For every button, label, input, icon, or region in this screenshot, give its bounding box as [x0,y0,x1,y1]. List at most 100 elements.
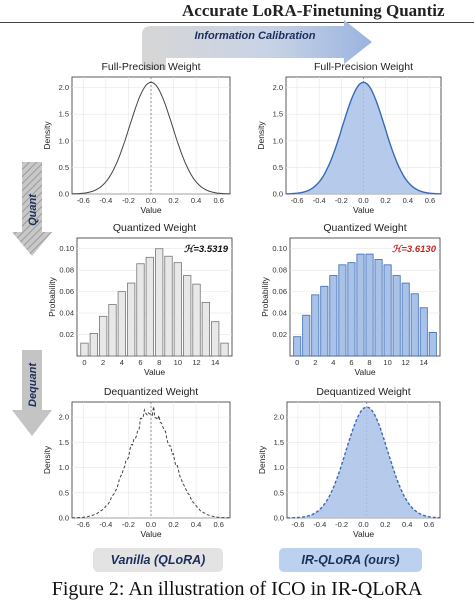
y-axis-label: Density [257,445,267,474]
x-tick-label: -0.6 [77,520,90,529]
y-axis-label: Probability [260,276,270,316]
y-tick-label: 0.0 [59,190,69,199]
y-axis-label: Density [42,121,52,150]
bar [392,275,401,357]
bar [293,336,302,357]
x-tick-label: 0.6 [213,520,223,529]
bar [220,342,229,357]
x-tick-label: -0.2 [122,196,135,205]
y-tick-label: 1.0 [273,136,283,145]
y-tick-label: 0.5 [59,488,69,497]
x-tick-label: -0.2 [335,196,348,205]
header-rule [0,22,474,23]
page-header: Accurate LoRA-Finetuning Quantiz [182,1,445,20]
bar [401,282,410,357]
x-tick-label: 4 [120,358,124,367]
chart-title: Quantized Weight [323,222,406,234]
chart-title: Dequantized Weight [104,386,198,398]
density-curve [285,81,442,195]
bar [356,253,365,357]
y-tick-label: 1.0 [274,463,284,472]
y-axis-label: Density [256,121,266,150]
y-tick-label: 0.10 [59,244,74,253]
bar [183,275,192,357]
vanilla-qlora-badge: Vanilla (QLoRA) [93,548,223,572]
x-tick-label: 0.6 [213,196,223,205]
bar [311,294,320,357]
x-tick-label: 0.0 [358,520,368,529]
bar [192,283,201,357]
bar [89,333,98,357]
figure-caption: Figure 2: An illustration of ICO in IR-Q… [51,578,423,600]
x-tick-label: 12 [401,358,409,367]
bar [211,321,220,357]
bar [117,291,126,357]
bar [365,253,374,357]
plot-frame [76,237,233,357]
x-tick-label: 8 [367,358,371,367]
y-tick-label: 2.0 [59,413,69,422]
y-tick-label: 0.5 [274,488,284,497]
y-axis-label: Density [42,445,52,474]
bar [338,264,347,357]
plot-frame [289,237,441,357]
y-tick-label: 1.5 [273,110,283,119]
y-tick-label: 1.5 [59,438,69,447]
bar [428,331,437,357]
y-axis-label: Probability [47,276,57,316]
bar [108,304,117,357]
bar [164,255,173,357]
chart-full-precision-left: Full-Precision Weight -0.6 -0.4 -0.2 0.0 0.2 0… [42,61,231,215]
quant-label: Quant [27,193,39,226]
x-tick-label: 0.0 [358,196,368,205]
x-tick-label: -0.4 [313,520,326,529]
y-tick-label: 0.5 [273,163,283,172]
x-tick-label: -0.2 [122,520,135,529]
y-tick-label: 2.0 [273,83,283,92]
y-tick-label: 0.06 [272,287,287,296]
x-tick-label: 8 [157,358,161,367]
x-tick-label: 0 [295,358,299,367]
x-tick-label: 14 [420,358,428,367]
x-tick-label: 0.2 [168,520,178,529]
bar [419,307,428,357]
density-curve [71,406,231,519]
x-tick-label: 14 [211,358,219,367]
x-tick-label: 0.2 [380,196,390,205]
bar [127,282,136,357]
information-calibration-arrow: Information Calibration [142,20,372,70]
x-tick-label: 2 [101,358,105,367]
x-tick-label: -0.4 [99,196,112,205]
y-tick-label: 0.04 [272,309,287,318]
y-tick-label: 0.0 [59,514,69,523]
y-tick-label: 0.04 [59,309,74,318]
x-axis-label: Value [140,205,161,215]
x-tick-label: 0.2 [380,520,390,529]
x-tick-label: -0.6 [77,196,90,205]
y-tick-label: 0.06 [59,287,74,296]
chart-quantized-right: Quantized Weight 0.02 0.04 0.06 0.08 0.10 0 2 4 6… [260,222,441,377]
y-tick-label: 1.0 [59,136,69,145]
x-axis-label: Value [144,367,165,377]
x-tick-label: 0.6 [425,196,435,205]
information-calibration-label: Information Calibration [195,30,316,42]
chart-dequantized-left: Dequantized Weight -0.6 -0.4 -0.2 0.0 0.2 0.4 0… [42,386,231,539]
x-axis-label: Value [354,367,375,377]
chart-dequantized-right: Dequantized Weight -0.6 -0.4 -0.2 0.0 0.2 0.4 0… [257,386,441,539]
x-tick-label: 0.6 [424,520,434,529]
density-area [287,407,440,518]
x-tick-label: -0.2 [335,520,348,529]
y-tick-label: 0.02 [59,330,74,339]
x-tick-label: 6 [349,358,353,367]
x-axis-label: Value [140,529,161,539]
x-tick-label: -0.4 [313,196,326,205]
x-tick-label: 6 [138,358,142,367]
x-tick-label: 0.4 [403,196,413,205]
x-tick-label: 10 [383,358,391,367]
dequant-arrow: Dequant [12,350,52,436]
y-tick-label: 1.0 [59,463,69,472]
bar [99,315,108,357]
bar [201,301,210,357]
chart-quantized-left: Quantized Weight 0.02 0.04 0.06 0.08 0.10 0 2 4 6… [47,222,233,377]
density-curve [287,406,441,519]
